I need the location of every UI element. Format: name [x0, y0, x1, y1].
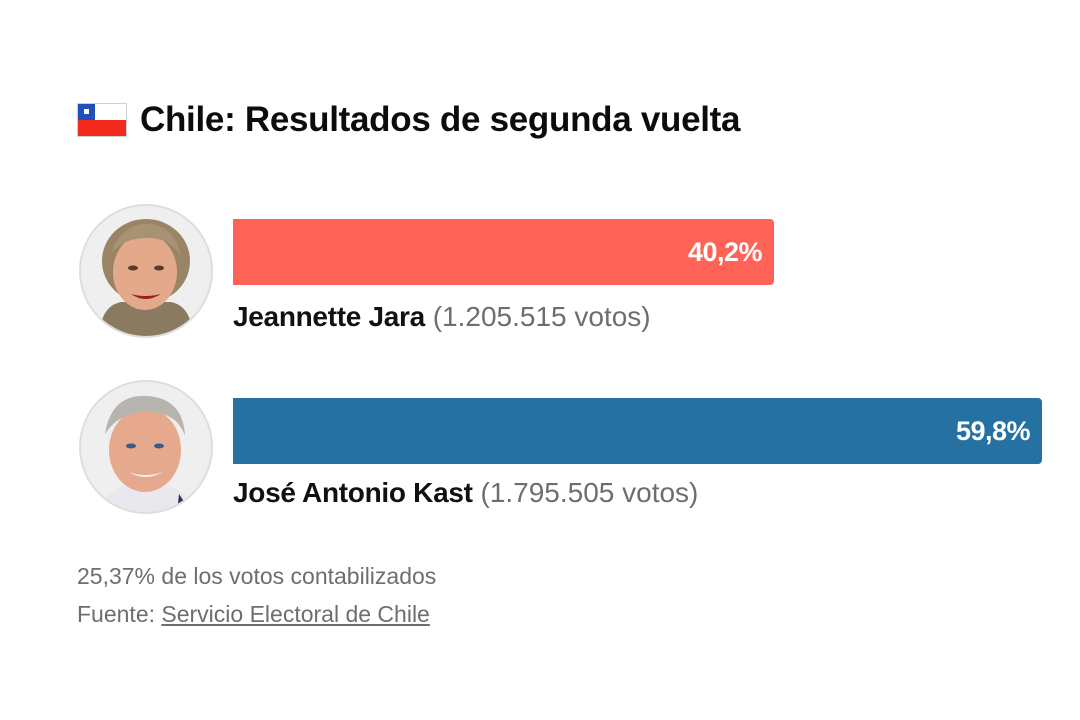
counted-note: 25,37% de los votos contabilizados: [77, 563, 437, 589]
candidate-avatar: [79, 204, 213, 338]
result-bar: 59,8%: [233, 398, 1042, 464]
candidate-name: Jeannette Jara: [233, 301, 425, 332]
percent-label: 59,8%: [955, 415, 1031, 446]
candidate-avatar: [79, 380, 213, 514]
candidate-label: Jeannette Jara (1.205.515 votos): [233, 301, 651, 333]
vote-count: (1.205.515 votos): [432, 301, 651, 332]
source-note: Fuente: Servicio Electoral de Chile: [77, 601, 430, 628]
source-label: Fuente:: [77, 601, 162, 627]
man-portrait-icon: [81, 382, 211, 512]
result-bar: 40,2%: [233, 219, 774, 285]
chart-header: Chile: Resultados de segunda vuelta: [77, 100, 741, 140]
chile-flag-icon: [77, 103, 127, 137]
percent-label: 40,2%: [687, 236, 763, 267]
chart-title: Chile: Resultados de segunda vuelta: [140, 100, 741, 139]
candidate-name: José Antonio Kast: [233, 477, 473, 508]
woman-portrait-icon: [81, 206, 211, 336]
candidate-label: José Antonio Kast (1.795.505 votos): [233, 477, 698, 509]
source-link[interactable]: Servicio Electoral de Chile: [161, 601, 430, 627]
vote-count: (1.795.505 votos): [480, 477, 699, 508]
